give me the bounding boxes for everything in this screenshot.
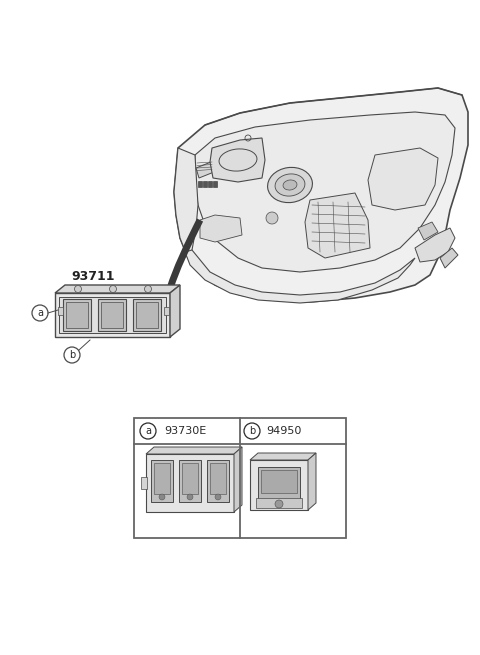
Polygon shape <box>55 285 180 293</box>
Bar <box>198 181 202 187</box>
Polygon shape <box>305 193 370 258</box>
Bar <box>134 418 346 538</box>
Circle shape <box>215 494 221 500</box>
Polygon shape <box>154 463 170 494</box>
Bar <box>203 181 207 187</box>
Polygon shape <box>195 112 455 272</box>
Polygon shape <box>200 215 242 242</box>
Polygon shape <box>179 460 201 502</box>
Text: 93730E: 93730E <box>164 426 206 436</box>
Polygon shape <box>210 463 226 494</box>
Bar <box>256 498 302 508</box>
Bar <box>213 181 217 187</box>
Polygon shape <box>261 470 297 493</box>
Polygon shape <box>133 299 161 331</box>
Polygon shape <box>98 299 126 331</box>
Polygon shape <box>250 453 316 460</box>
Text: a: a <box>145 426 151 436</box>
Bar <box>146 454 234 512</box>
Circle shape <box>144 286 152 293</box>
Circle shape <box>74 286 82 293</box>
Ellipse shape <box>283 180 297 190</box>
Polygon shape <box>185 250 415 303</box>
Polygon shape <box>368 148 438 210</box>
Text: b: b <box>249 426 255 436</box>
Bar <box>164 307 169 315</box>
Polygon shape <box>146 447 242 454</box>
Polygon shape <box>136 302 158 328</box>
Polygon shape <box>234 447 242 512</box>
Circle shape <box>159 494 165 500</box>
Polygon shape <box>170 285 180 337</box>
Bar <box>208 181 212 187</box>
Polygon shape <box>174 148 198 258</box>
Polygon shape <box>55 293 170 337</box>
Text: 94950: 94950 <box>266 426 301 436</box>
Bar <box>58 307 63 315</box>
Polygon shape <box>415 228 455 262</box>
Polygon shape <box>174 88 468 302</box>
Polygon shape <box>207 460 229 502</box>
Circle shape <box>109 286 117 293</box>
Bar <box>250 460 308 510</box>
Text: 93711: 93711 <box>71 269 115 282</box>
Polygon shape <box>151 460 173 502</box>
Polygon shape <box>440 248 458 268</box>
Polygon shape <box>182 463 198 494</box>
Circle shape <box>187 494 193 500</box>
Ellipse shape <box>275 174 305 196</box>
Polygon shape <box>63 299 91 331</box>
Polygon shape <box>308 453 316 510</box>
Bar <box>141 477 147 489</box>
Ellipse shape <box>267 168 312 202</box>
Polygon shape <box>258 467 300 499</box>
Circle shape <box>266 212 278 224</box>
Text: b: b <box>69 350 75 360</box>
Polygon shape <box>196 162 214 178</box>
Polygon shape <box>59 297 166 333</box>
Circle shape <box>275 500 283 508</box>
Text: a: a <box>37 308 43 318</box>
Polygon shape <box>66 302 88 328</box>
Polygon shape <box>101 302 123 328</box>
Polygon shape <box>418 222 438 240</box>
Polygon shape <box>210 138 265 182</box>
